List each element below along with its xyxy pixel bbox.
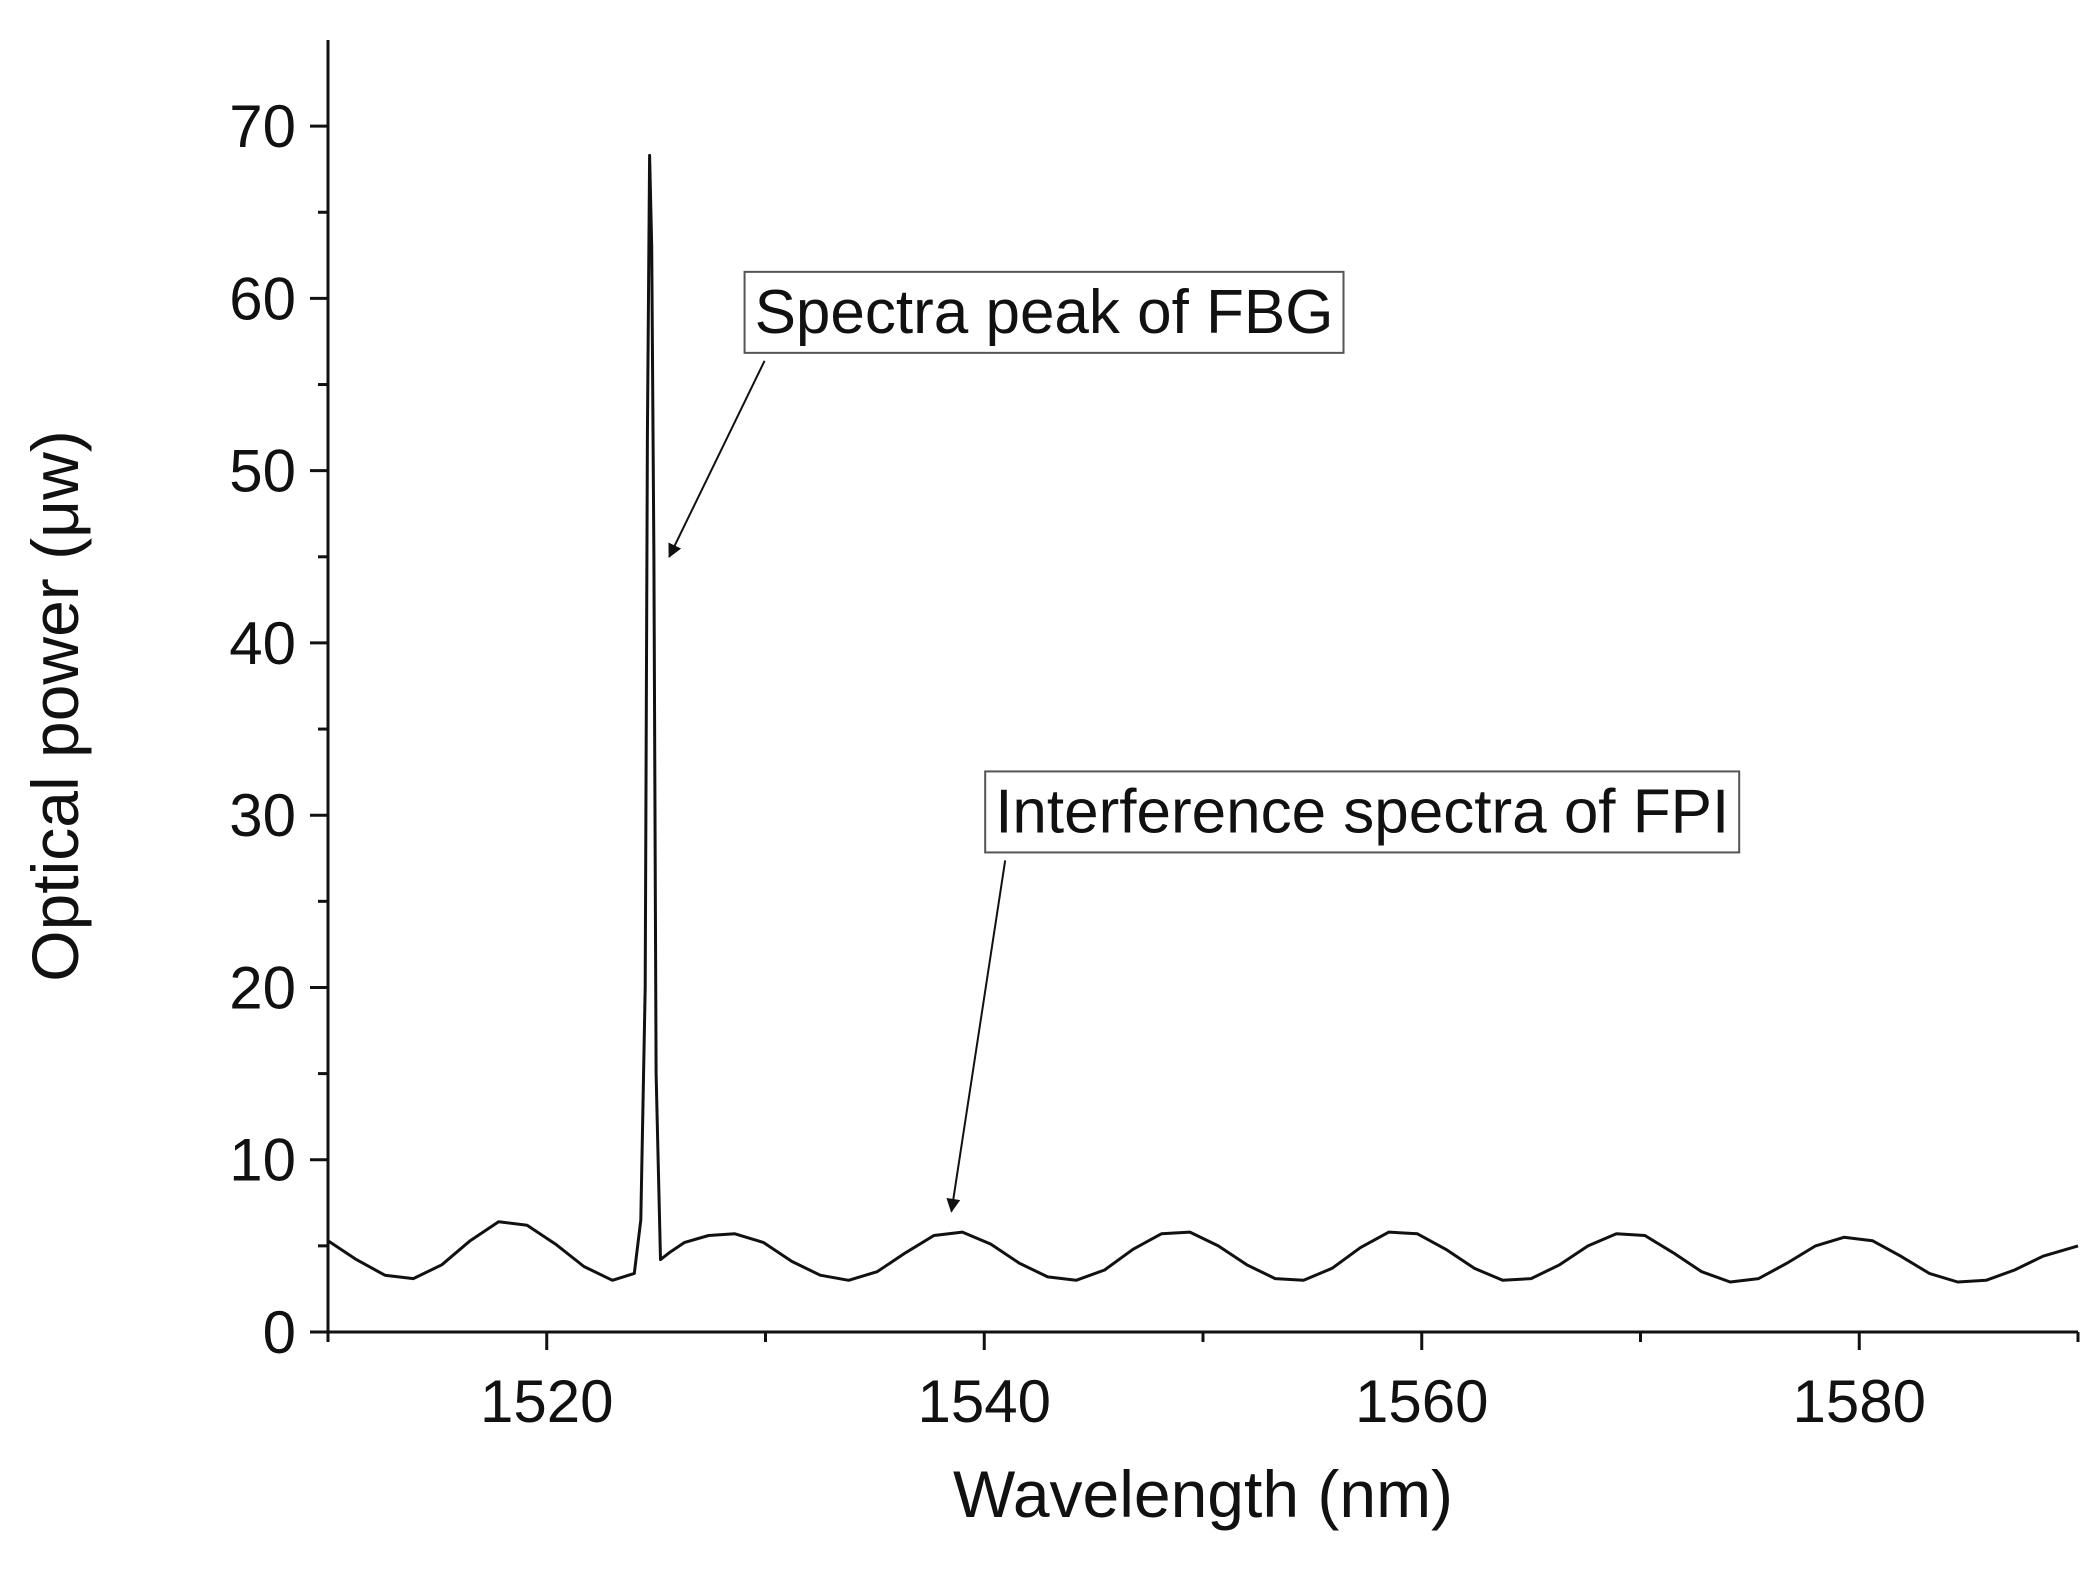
y-tick-label: 30 bbox=[229, 782, 296, 849]
x-tick-label: 1560 bbox=[1355, 1368, 1488, 1435]
y-axis-ticks: 0 10 20 30 40 50 60 70 bbox=[229, 93, 328, 1366]
y-tick-label: 50 bbox=[229, 438, 296, 505]
y-tick-label: 40 bbox=[229, 610, 296, 677]
x-tick-label: 1580 bbox=[1793, 1368, 1926, 1435]
axes bbox=[326, 40, 2078, 1334]
annotation-box bbox=[743, 270, 1345, 354]
y-tick-label: 0 bbox=[263, 1299, 296, 1366]
annotation-label: Spectra peak of FBG bbox=[755, 278, 1334, 347]
annotation: Interference spectra of FPI bbox=[946, 770, 1741, 1213]
x-tick-label: 1520 bbox=[480, 1368, 613, 1435]
y-axis-title-prefix: Optical power ( bbox=[18, 538, 92, 982]
y-tick-label: 10 bbox=[229, 1127, 296, 1194]
spectrum-line bbox=[327, 153, 2079, 1284]
annotation-label: Interference spectra of FPI bbox=[995, 777, 1729, 846]
annotation-arrow bbox=[946, 860, 1007, 1213]
x-axis-title: Wavelength (nm) bbox=[953, 1457, 1453, 1531]
annotation-box bbox=[984, 770, 1741, 854]
y-tick-label: 60 bbox=[229, 265, 296, 332]
y-axis-title-suffix: ) bbox=[18, 430, 92, 452]
x-tick-label: 1540 bbox=[918, 1368, 1051, 1435]
series-group bbox=[327, 153, 2079, 1284]
y-tick-label: 20 bbox=[229, 954, 296, 1021]
y-tick-label: 70 bbox=[229, 93, 296, 160]
x-axis-ticks: 1520 1540 1560 1580 bbox=[326, 1332, 2080, 1435]
y-axis-title-unit: μw bbox=[18, 452, 92, 538]
y-axis-title: Optical power (μw) bbox=[18, 430, 92, 982]
annotations: Spectra peak of FBG Interference spectra … bbox=[668, 270, 1741, 1213]
annotation: Spectra peak of FBG bbox=[668, 270, 1345, 559]
annotation-arrow bbox=[668, 360, 766, 559]
